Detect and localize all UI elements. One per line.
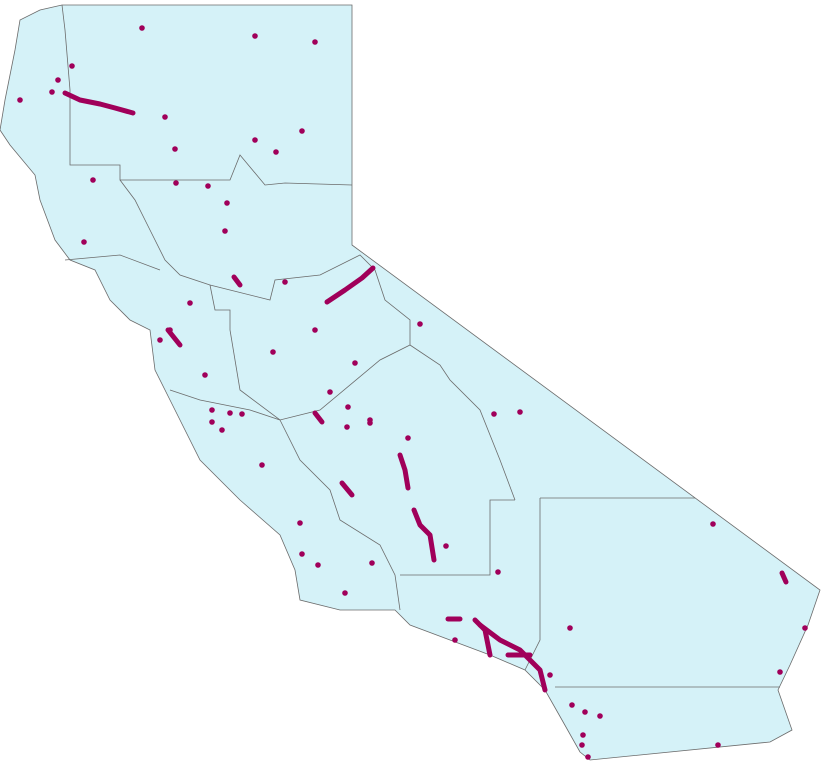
feature-point: [312, 327, 318, 333]
feature-point: [270, 349, 276, 355]
feature-point: [205, 183, 211, 189]
region-border: [209, 284, 516, 501]
feature-point: [17, 97, 23, 103]
feature-point: [517, 409, 523, 415]
feature-point: [299, 551, 305, 557]
feature-line: [324, 265, 376, 305]
feature-line: [397, 452, 411, 491]
feature-point: [710, 521, 716, 527]
feature-point: [315, 562, 321, 568]
feature-point: [55, 77, 61, 83]
feature-line: [779, 570, 789, 585]
feature-point: [495, 569, 501, 575]
region-border: [400, 499, 515, 576]
state-outline: [0, 4, 821, 761]
feature-point: [49, 89, 55, 95]
feature-point: [224, 200, 230, 206]
feature-line: [312, 410, 325, 425]
feature-point: [367, 420, 373, 426]
feature-point: [344, 424, 350, 430]
feature-point: [327, 389, 333, 395]
feature-point: [259, 462, 265, 468]
feature-point: [585, 754, 591, 760]
feature-point: [209, 407, 215, 413]
feature-line: [477, 622, 548, 693]
region-borders: [61, 4, 780, 688]
feature-point: [352, 360, 358, 366]
data-features: [17, 25, 808, 760]
feature-point: [443, 543, 449, 549]
feature-point: [69, 63, 75, 69]
feature-point: [580, 732, 586, 738]
feature-point: [297, 520, 303, 526]
feature-point: [90, 177, 96, 183]
feature-point: [239, 411, 245, 417]
feature-point: [567, 625, 573, 631]
feature-point: [167, 327, 173, 333]
feature-point: [417, 321, 423, 327]
feature-point: [252, 137, 258, 143]
region-border: [279, 419, 401, 611]
feature-line: [231, 274, 243, 288]
feature-point: [273, 149, 279, 155]
feature-point: [312, 39, 318, 45]
feature-point: [252, 33, 258, 39]
feature-line: [62, 90, 136, 116]
feature-point: [579, 742, 585, 748]
feature-point: [173, 180, 179, 186]
feature-point: [777, 669, 783, 675]
feature-point: [715, 742, 721, 748]
feature-point: [802, 625, 808, 631]
region-border: [374, 269, 411, 345]
feature-point: [202, 372, 208, 378]
feature-point: [452, 637, 458, 643]
feature-point: [405, 435, 411, 441]
feature-point: [369, 560, 375, 566]
feature-point: [139, 25, 145, 31]
region-border: [64, 254, 161, 271]
feature-point: [582, 709, 588, 715]
region-border: [169, 389, 281, 421]
feature-point: [187, 300, 193, 306]
feature-point: [172, 146, 178, 152]
feature-line: [339, 480, 355, 498]
feature-point: [282, 279, 288, 285]
feature-point: [222, 228, 228, 234]
feature-point: [569, 702, 575, 708]
feature-point: [342, 590, 348, 596]
feature-point: [491, 411, 497, 417]
feature-line: [411, 507, 437, 563]
feature-point: [547, 672, 553, 678]
feature-point: [597, 713, 603, 719]
feature-point: [209, 419, 215, 425]
feature-point: [299, 128, 305, 134]
feature-point: [81, 239, 87, 245]
feature-point: [219, 427, 225, 433]
feature-point: [227, 410, 233, 416]
feature-point: [345, 404, 351, 410]
feature-point: [157, 337, 163, 343]
feature-point: [162, 114, 168, 120]
